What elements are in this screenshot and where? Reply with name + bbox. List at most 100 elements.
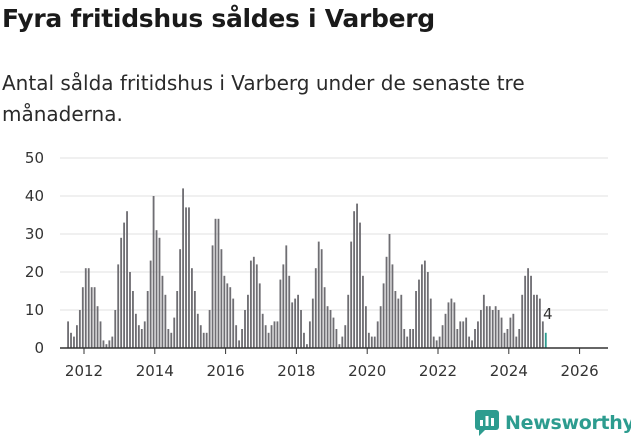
bar — [87, 268, 90, 348]
bar — [524, 275, 527, 348]
x-tick-label: 2024 — [490, 362, 528, 380]
bar — [303, 332, 305, 348]
bar — [96, 306, 99, 348]
newsworthy-logo: Newsworthy — [475, 408, 631, 438]
bar — [515, 336, 518, 348]
bar — [418, 279, 420, 348]
bar — [132, 291, 134, 348]
bar — [462, 321, 465, 348]
bar — [282, 264, 285, 348]
bar — [255, 264, 258, 348]
bar — [479, 310, 482, 348]
bar — [503, 332, 506, 348]
bar — [288, 275, 291, 348]
bar — [285, 245, 288, 348]
x-tick-label: 2018 — [277, 362, 315, 380]
bar — [270, 325, 273, 348]
bar — [397, 298, 400, 348]
bar — [394, 291, 397, 348]
bar — [376, 321, 379, 348]
bar — [415, 291, 417, 348]
bar — [477, 321, 479, 348]
bar — [152, 196, 155, 348]
bar — [474, 329, 476, 348]
bar — [421, 264, 423, 348]
bar — [223, 275, 226, 348]
bar — [291, 302, 294, 348]
bar — [382, 283, 385, 348]
bar — [317, 241, 320, 348]
bar — [205, 332, 208, 348]
x-tick-label: 2012 — [65, 362, 103, 380]
bar — [297, 294, 299, 348]
bar — [261, 313, 264, 348]
bar — [196, 313, 199, 348]
bar — [412, 329, 414, 348]
bar — [173, 317, 176, 348]
bar — [191, 268, 193, 348]
bar — [202, 332, 205, 348]
y-axis-labels: 0 10 20 30 40 50 — [25, 149, 44, 357]
y-tick-label: 30 — [25, 225, 44, 243]
bar — [273, 321, 276, 348]
bar — [114, 310, 117, 348]
x-tick-label: 2026 — [561, 362, 599, 380]
bar — [220, 249, 223, 348]
bar — [217, 218, 220, 348]
bar — [323, 287, 326, 348]
bar — [179, 249, 182, 348]
bar — [238, 340, 241, 348]
bar — [84, 268, 87, 348]
bar — [185, 207, 187, 348]
bar — [335, 329, 338, 348]
bar — [400, 294, 403, 348]
bar — [482, 294, 485, 348]
bar — [258, 283, 261, 348]
chart-title: Fyra fritidshus såldes i Varberg — [2, 4, 435, 33]
bar — [379, 306, 382, 348]
bar — [506, 329, 509, 348]
bar — [279, 279, 282, 348]
y-tick-label: 20 — [25, 263, 44, 281]
bar — [93, 287, 96, 348]
bar — [155, 230, 158, 348]
bar — [105, 344, 108, 348]
bar — [67, 321, 69, 348]
bar — [444, 313, 447, 348]
bar — [276, 321, 279, 348]
bar — [164, 294, 167, 348]
bar — [465, 317, 468, 348]
bar — [111, 336, 114, 348]
bar — [193, 291, 196, 348]
bar — [518, 329, 521, 348]
bar — [81, 287, 84, 348]
bar — [235, 325, 238, 348]
bar — [211, 245, 214, 348]
bar — [232, 298, 235, 348]
bar — [214, 218, 217, 348]
bar — [367, 332, 370, 348]
bar — [512, 313, 515, 348]
bar — [311, 298, 314, 348]
bar — [538, 298, 541, 348]
bar — [471, 340, 473, 348]
bar — [491, 310, 494, 348]
bar — [509, 317, 512, 348]
bar — [447, 302, 450, 348]
bar — [123, 222, 126, 348]
bar — [329, 310, 332, 348]
bar — [129, 272, 131, 348]
bar — [468, 336, 471, 348]
bar — [364, 306, 367, 348]
bar — [362, 275, 364, 348]
x-tick-label: 2020 — [348, 362, 386, 380]
bar — [102, 340, 105, 348]
y-tick-label: 50 — [25, 149, 44, 167]
bar — [199, 325, 202, 348]
newsworthy-logo-icon — [475, 410, 499, 436]
bar — [137, 325, 140, 348]
bar — [226, 283, 229, 348]
x-axis-labels: 2012 2014 2016 2018 2020 2022 2024 2026 — [65, 348, 599, 380]
y-tick-label: 40 — [25, 187, 44, 205]
bar — [294, 298, 297, 348]
